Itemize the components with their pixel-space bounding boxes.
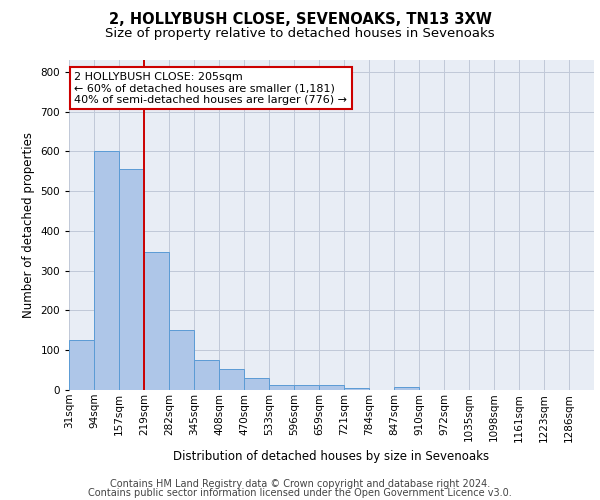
Bar <box>344 388 369 390</box>
X-axis label: Distribution of detached houses by size in Sevenoaks: Distribution of detached houses by size … <box>173 450 490 463</box>
Bar <box>194 360 219 390</box>
Text: Size of property relative to detached houses in Sevenoaks: Size of property relative to detached ho… <box>105 28 495 40</box>
Bar <box>319 385 344 390</box>
Bar <box>94 152 119 390</box>
Bar <box>169 330 194 390</box>
Bar <box>269 385 294 390</box>
Bar <box>294 385 319 390</box>
Text: Contains HM Land Registry data © Crown copyright and database right 2024.: Contains HM Land Registry data © Crown c… <box>110 479 490 489</box>
Bar <box>119 170 144 390</box>
Y-axis label: Number of detached properties: Number of detached properties <box>22 132 35 318</box>
Bar <box>244 378 269 390</box>
Text: Contains public sector information licensed under the Open Government Licence v3: Contains public sector information licen… <box>88 488 512 498</box>
Bar <box>144 252 169 390</box>
Bar <box>219 370 244 390</box>
Text: 2, HOLLYBUSH CLOSE, SEVENOAKS, TN13 3XW: 2, HOLLYBUSH CLOSE, SEVENOAKS, TN13 3XW <box>109 12 491 28</box>
Bar <box>394 387 419 390</box>
Bar <box>69 340 94 390</box>
Text: 2 HOLLYBUSH CLOSE: 205sqm
← 60% of detached houses are smaller (1,181)
40% of se: 2 HOLLYBUSH CLOSE: 205sqm ← 60% of detac… <box>74 72 347 105</box>
